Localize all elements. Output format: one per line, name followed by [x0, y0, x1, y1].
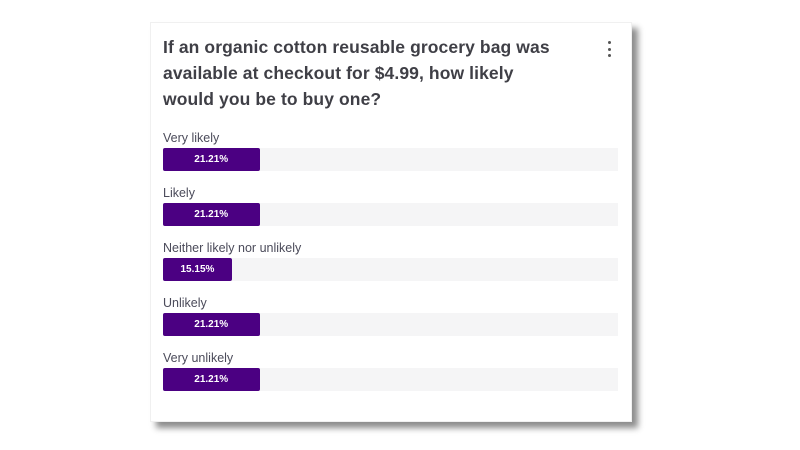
question-title: If an organic cotton reusable grocery ba…	[163, 37, 550, 109]
bar-row: Very unlikely 21.21%	[163, 351, 619, 406]
answer-label: Very unlikely	[163, 351, 234, 365]
bar-track: 21.21%	[163, 313, 618, 336]
menu-dot	[607, 41, 611, 44]
answer-label: Unlikely	[163, 296, 207, 310]
bar-fill: 21.21%	[163, 148, 260, 171]
bar-track: 21.21%	[163, 203, 618, 226]
bar-row: Unlikely 21.21%	[163, 296, 619, 351]
more-vertical-icon[interactable]	[603, 41, 615, 57]
bar-row: Likely 21.21%	[163, 186, 619, 241]
answer-label: Likely	[163, 186, 195, 200]
bar-fill: 21.21%	[163, 368, 260, 391]
percent-label: 15.15%	[180, 264, 215, 275]
bar-fill: 15.15%	[163, 258, 232, 281]
bar-fill: 21.21%	[163, 203, 260, 226]
bar-track: 15.15%	[163, 258, 618, 281]
percent-label: 21.21%	[194, 209, 229, 220]
menu-dot	[607, 54, 611, 57]
percent-label: 21.21%	[194, 319, 229, 330]
response-bars: Very likely 21.21% Likely 21.21% Neither…	[163, 131, 619, 406]
bar-track: 21.21%	[163, 368, 618, 391]
survey-result-card: If an organic cotton reusable grocery ba…	[150, 22, 632, 422]
bar-row: Neither likely nor unlikely 15.15%	[163, 241, 619, 296]
percent-label: 21.21%	[194, 374, 229, 385]
menu-dot	[607, 47, 611, 51]
answer-label: Very likely	[163, 131, 220, 145]
bar-fill: 21.21%	[163, 313, 260, 336]
answer-label: Neither likely nor unlikely	[163, 241, 302, 255]
percent-label: 21.21%	[194, 154, 229, 165]
bar-row: Very likely 21.21%	[163, 131, 619, 186]
bar-track: 21.21%	[163, 148, 618, 171]
